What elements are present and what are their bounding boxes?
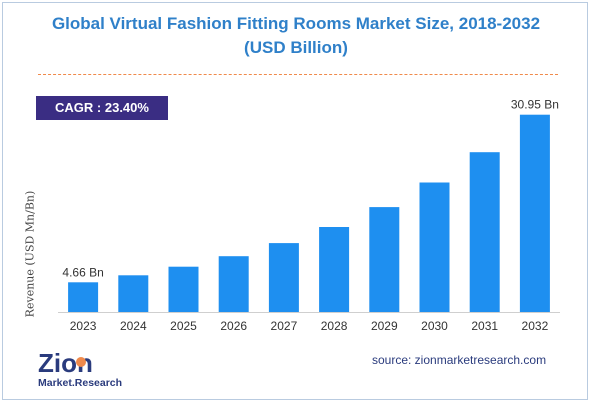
x-tick-2028: 2028	[321, 319, 348, 333]
title-line-1: Global Virtual Fashion Fitting Rooms Mar…	[51, 14, 541, 33]
x-tick-2031: 2031	[471, 319, 498, 333]
cagr-badge: CAGR : 23.40%	[36, 96, 168, 120]
bar-2031	[469, 152, 500, 312]
x-tick-2023: 2023	[70, 319, 97, 333]
bar-2028	[319, 227, 350, 312]
zion-logo: Zion Market.Research	[38, 348, 122, 389]
chart-title: Global Virtual Fashion Fitting Rooms Mar…	[0, 12, 592, 60]
bar-2024	[118, 275, 149, 312]
x-tick-2026: 2026	[220, 319, 247, 333]
x-tick-2030: 2030	[421, 319, 448, 333]
title-divider	[38, 74, 558, 75]
bar-2029	[369, 207, 400, 312]
source-note: source: zionmarketresearch.com	[372, 353, 547, 367]
x-tick-2024: 2024	[120, 319, 147, 333]
title-line-2: (USD Billion)	[244, 38, 348, 57]
bar-2027	[268, 243, 299, 312]
data-label-2032: 30.95 Bn	[511, 98, 559, 112]
bar-2030	[419, 182, 450, 312]
data-label-2023: 4.66 Bn	[62, 265, 103, 279]
logo-dot-icon	[76, 357, 86, 367]
bar-2023	[68, 282, 99, 312]
x-tick-2027: 2027	[271, 319, 298, 333]
bar-2032	[519, 114, 550, 312]
bar-2025	[168, 266, 199, 312]
x-tick-2029: 2029	[371, 319, 398, 333]
bar-2026	[218, 256, 249, 312]
x-tick-2025: 2025	[170, 319, 197, 333]
logo-subtext: Market.Research	[38, 377, 122, 389]
x-tick-2032: 2032	[522, 319, 549, 333]
